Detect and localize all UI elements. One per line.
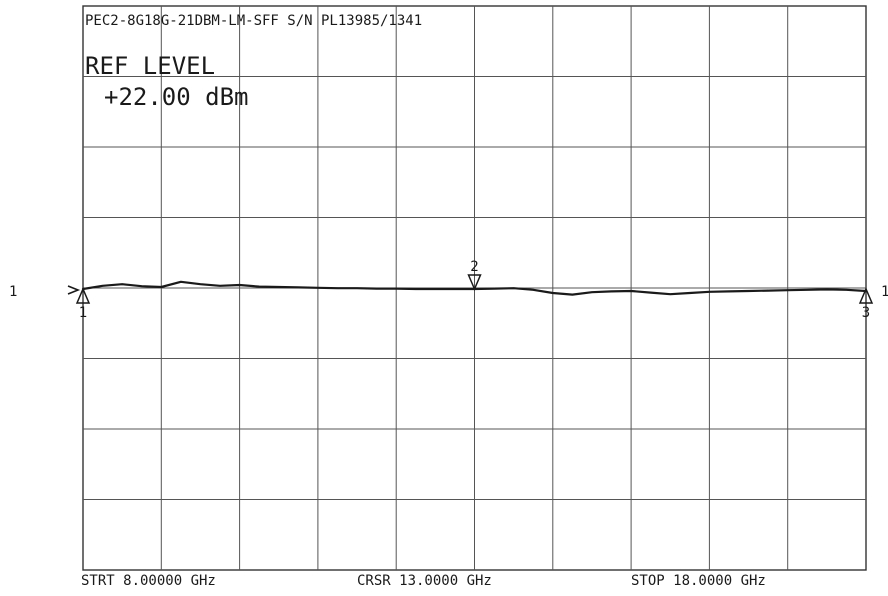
chart-title: PEC2-8G18G-21DBM-LM-SFF S/N PL13985/1341 [85, 13, 422, 29]
ref-level-label: REF LEVEL [85, 52, 215, 80]
marker-triangle-up-icon [75, 287, 91, 304]
marker-label: 3 [862, 305, 870, 321]
footer-stop: STOP 18.0000 GHz [631, 573, 766, 589]
marker-3: 3 [858, 287, 874, 321]
reference-line-label-left: 1 [9, 284, 17, 300]
markers: 1 2 3 [75, 259, 874, 321]
reference-line-label-right: 1 [881, 284, 888, 300]
footer-start: STRT 8.00000 GHz [81, 573, 216, 589]
ref-level-value: +22.00 dBm [104, 83, 249, 111]
reference-arrow-icon [67, 285, 81, 295]
marker-label: 2 [470, 259, 478, 275]
marker-1: 1 [75, 287, 91, 321]
marker-triangle-up-icon [858, 287, 874, 304]
marker-label: 1 [79, 305, 87, 321]
footer-cursor: CRSR 13.0000 GHz [357, 573, 492, 589]
marker-2: 2 [467, 259, 482, 291]
marker-triangle-down-icon [467, 274, 482, 291]
